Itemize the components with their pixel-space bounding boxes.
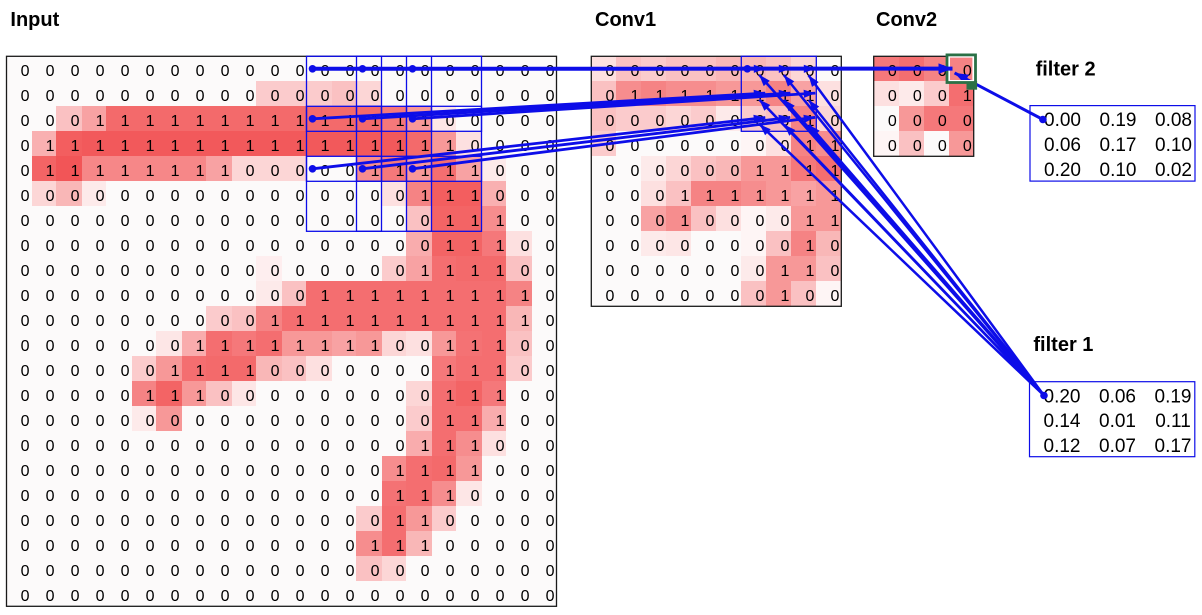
svg-text:0.200.060.19: 0.20 0.06 0.19 xyxy=(1044,386,1192,407)
svg-text:0.060.170.10: 0.06 0.17 0.10 xyxy=(1044,135,1192,156)
svg-text:0.140.010.11: 0.14 0.01 0.11 xyxy=(1044,411,1191,432)
svg-text:Conv1: Conv1 xyxy=(595,9,656,31)
svg-text:0111111111111111110000: 0111111111111111110000 xyxy=(21,138,555,155)
svg-text:filter 2: filter 2 xyxy=(1036,59,1096,81)
svg-text:Input: Input xyxy=(10,9,59,31)
svg-text:0.120.070.17: 0.12 0.07 0.17 xyxy=(1044,436,1192,457)
svg-text:Conv2: Conv2 xyxy=(876,9,937,31)
svg-text:0.200.100.02: 0.20 0.10 0.02 xyxy=(1044,160,1192,181)
svg-text:filter 1: filter 1 xyxy=(1033,334,1093,356)
svg-text:0.000.190.08: 0.00 0.19 0.08 xyxy=(1044,110,1192,131)
